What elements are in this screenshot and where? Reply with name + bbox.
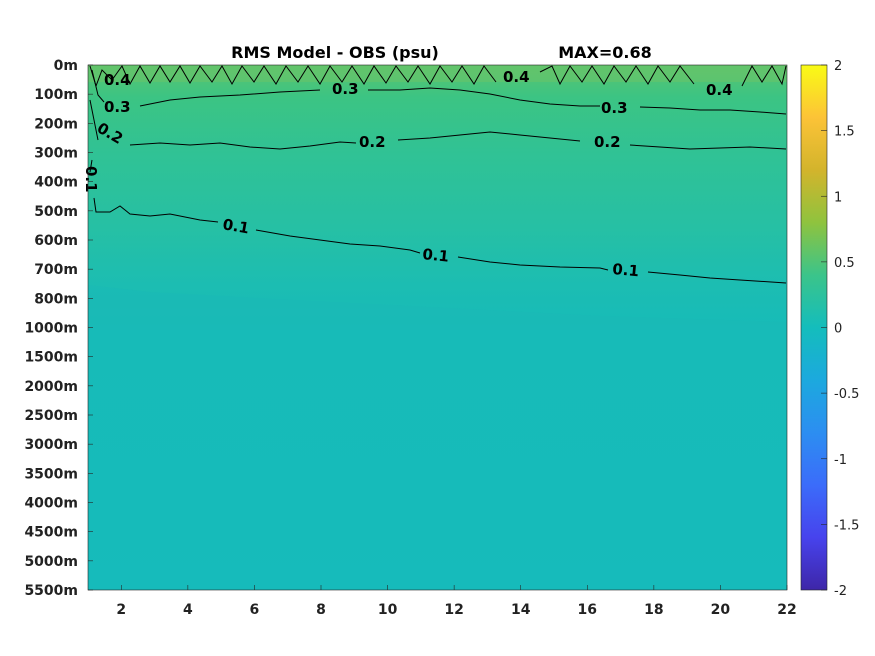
colorbar-ticks: 2 1.5 1 0.5 0 -0.5 -1 -1.5 -2	[821, 59, 859, 599]
x-tick-label: 4	[183, 602, 193, 618]
y-tick-label: 400m	[34, 175, 78, 191]
contour-label: 0.4	[503, 68, 530, 86]
contour-label: 0.1	[612, 260, 640, 280]
colorbar-tick-label: -0.5	[834, 387, 859, 402]
y-tick-label: 2500m	[24, 408, 78, 424]
contour-lines	[89, 64, 787, 284]
y-tick-label: 700m	[34, 262, 78, 278]
contour-label: 0.3	[104, 98, 131, 116]
contour-line-0.3	[91, 69, 787, 115]
colorbar-tick-label: 1	[834, 190, 842, 205]
colorbar-tick-label: -1	[834, 453, 847, 468]
colorbar-tick-label: 0	[834, 322, 842, 337]
x-tick-label: 10	[378, 602, 398, 618]
x-tick-label: 6	[250, 602, 260, 618]
y-tick-label: 500m	[34, 204, 78, 220]
x-tick-label: 2	[116, 602, 126, 618]
max-annotation: MAX=0.68	[558, 43, 652, 62]
contour-labels: 0.4 0.4 0.4 0.3 0.3 0.3 0.2 0.2 0.2 0.1 …	[82, 68, 733, 280]
y-tick-label: 1500m	[24, 350, 78, 366]
y-tick-label: 800m	[34, 291, 78, 307]
contour-label: 0.1	[422, 245, 450, 266]
y-tick-label: 5500m	[24, 583, 78, 599]
contour-line-0.1	[89, 159, 787, 284]
x-tick-label: 14	[511, 602, 531, 618]
contour-line-0.4	[89, 64, 787, 88]
y-tick-label: 1000m	[24, 321, 78, 337]
contour-label: 0.3	[601, 99, 628, 117]
colorbar-tick-label: -2	[834, 584, 847, 599]
y-tick-label: 2000m	[24, 379, 78, 395]
contour-label: 0.2	[594, 133, 621, 151]
x-tick-label: 12	[444, 602, 463, 618]
surface-band	[88, 65, 787, 82]
y-tick-label: 100m	[34, 87, 78, 103]
y-axis: 0m 100m 200m 300m 400m 500m 600m 700m 800m 1000m 1…	[24, 58, 93, 599]
colorbar-tick-label: -1.5	[834, 518, 859, 533]
colorbar-tick-label: 2	[834, 59, 842, 74]
contour-label: 0.4	[104, 71, 131, 89]
x-tick-label: 16	[578, 602, 597, 618]
contour-label: 0.1	[82, 166, 100, 193]
colorbar-tick-label: 1.5	[834, 125, 855, 140]
x-tick-label: 18	[644, 602, 663, 618]
x-tick-label: 8	[316, 602, 326, 618]
x-tick-label: 22	[777, 602, 796, 618]
contour-label: 0.1	[221, 215, 250, 237]
contour-label: 0.3	[332, 80, 359, 98]
colorbar-tick-label: 0.5	[834, 256, 855, 271]
y-tick-label: 600m	[34, 233, 78, 249]
chart-title: RMS Model - OBS (psu)	[231, 43, 439, 62]
contour-label: 0.4	[706, 81, 733, 99]
y-tick-label: 5000m	[24, 554, 78, 570]
y-tick-label: 200m	[34, 116, 78, 132]
x-tick-label: 20	[711, 602, 731, 618]
y-tick-label: 0m	[54, 58, 78, 74]
y-tick-label: 4000m	[24, 496, 78, 512]
x-axis: 2 4 6 8 10 12 14 16 18 20 22	[116, 585, 797, 618]
contour-line-0.2	[89, 99, 787, 150]
contour-label: 0.2	[359, 133, 386, 151]
y-tick-label: 3500m	[24, 466, 78, 482]
y-tick-label: 4500m	[24, 525, 78, 541]
y-tick-label: 3000m	[24, 437, 78, 453]
y-tick-label: 300m	[34, 146, 78, 162]
deep-transition-band	[88, 285, 787, 330]
